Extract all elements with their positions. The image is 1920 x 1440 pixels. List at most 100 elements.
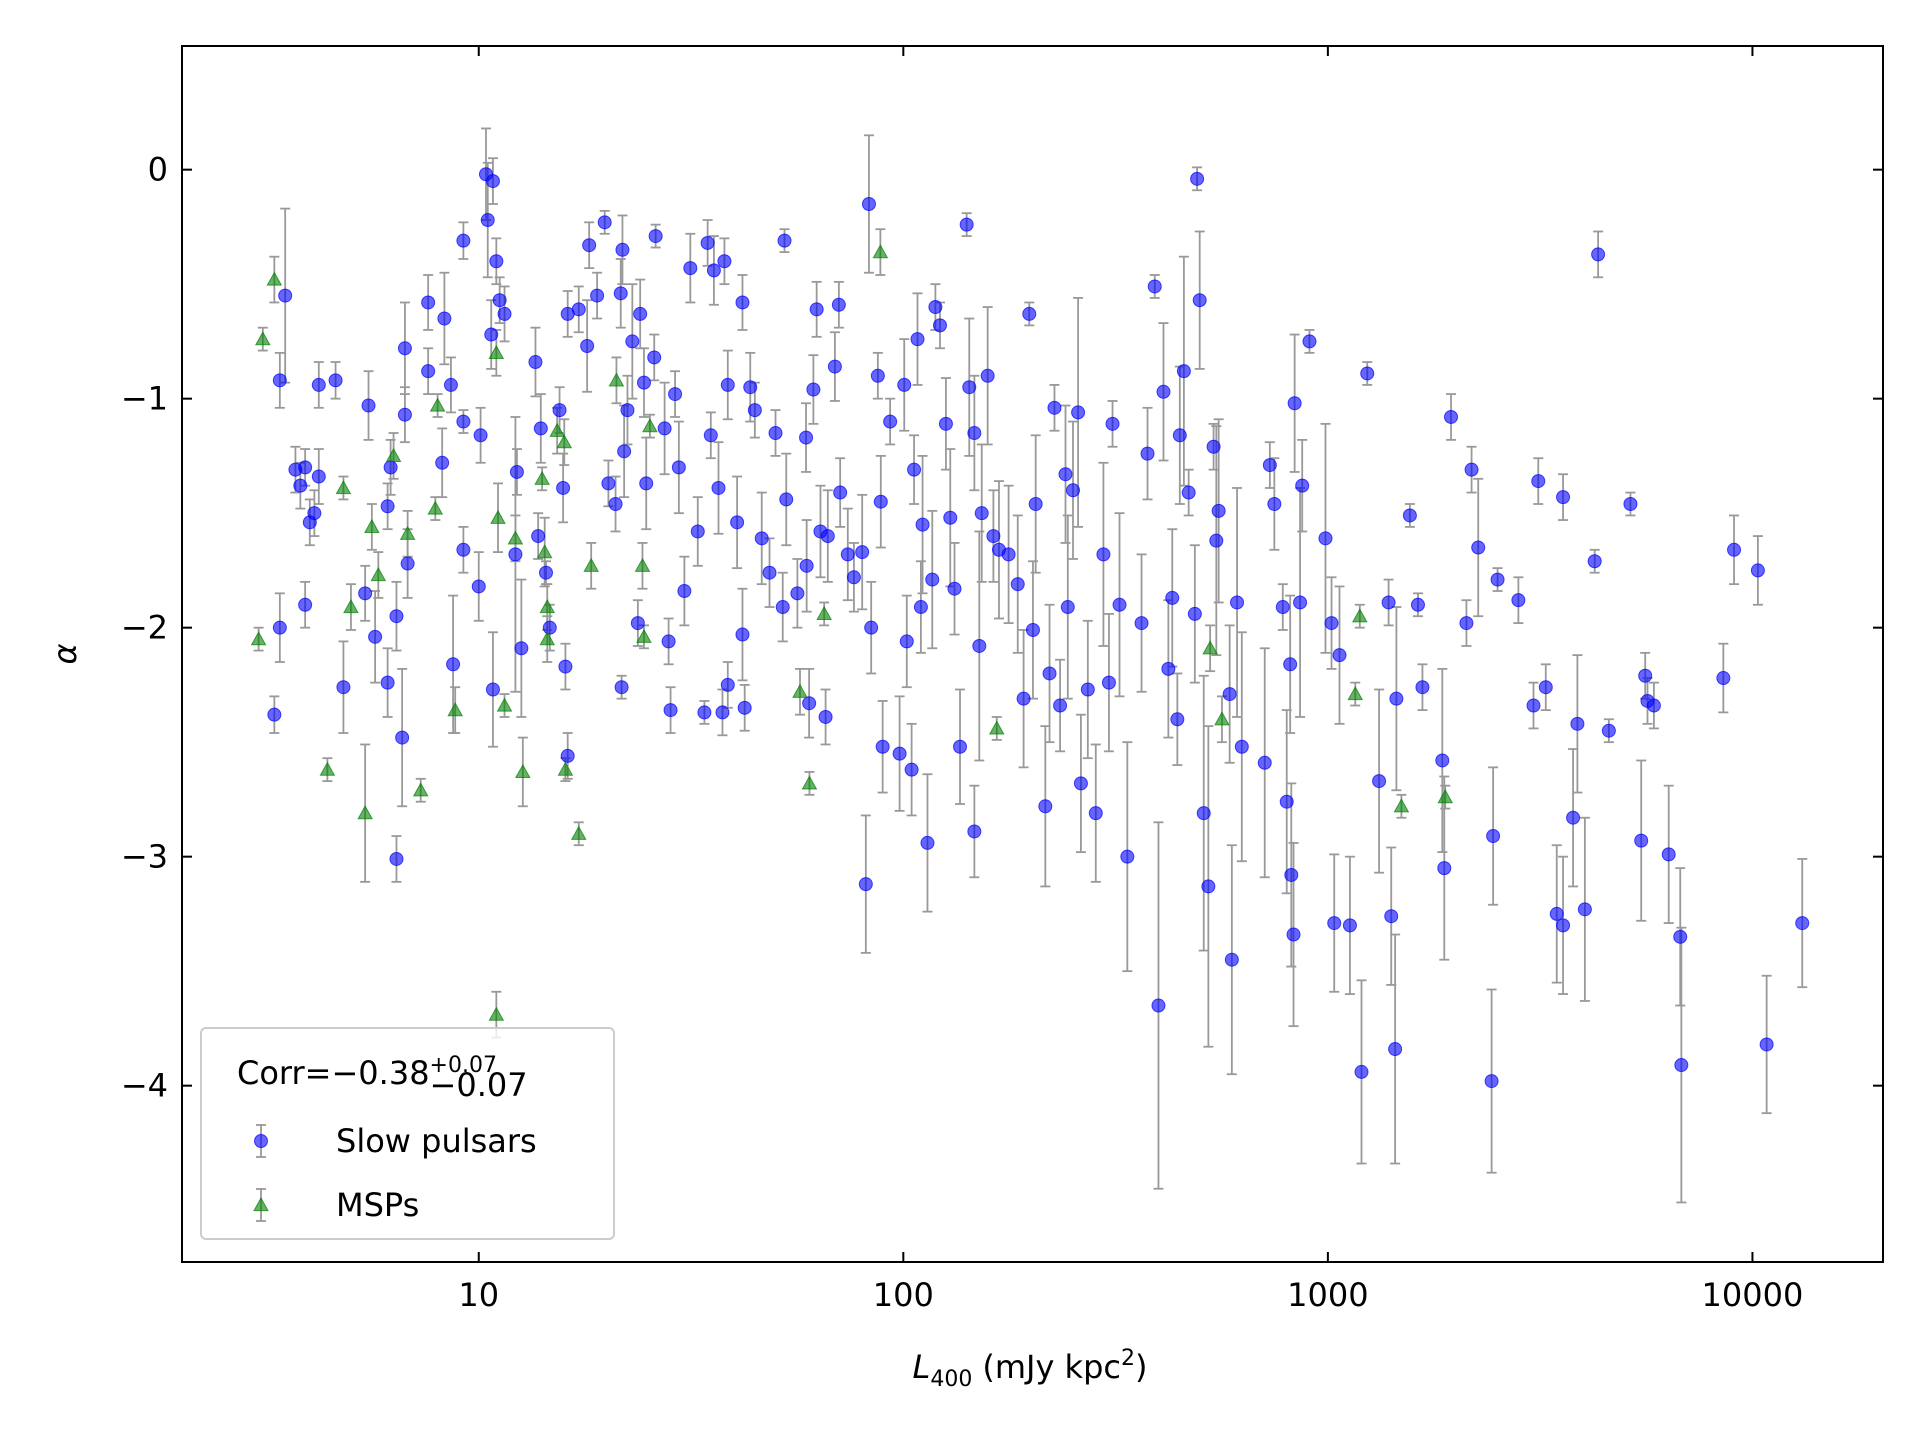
point (298, 460, 313, 475)
point (779, 492, 794, 507)
point (311, 469, 326, 484)
point (1147, 279, 1162, 294)
point (762, 565, 777, 580)
point (986, 529, 1001, 544)
point (818, 709, 833, 724)
point (620, 403, 635, 418)
point (1151, 998, 1166, 1013)
point (661, 634, 676, 649)
point (358, 586, 373, 601)
point (1531, 474, 1546, 489)
point (538, 565, 553, 580)
point (1025, 622, 1040, 637)
point (1295, 478, 1310, 493)
point (1444, 409, 1459, 424)
point (1022, 306, 1037, 321)
point (427, 500, 444, 515)
point (293, 478, 308, 493)
point (735, 627, 750, 642)
point (514, 641, 529, 656)
point (1795, 916, 1810, 931)
point (608, 372, 625, 387)
point (1318, 531, 1333, 546)
legend-label: MSPs (336, 1186, 419, 1224)
point (928, 300, 943, 315)
point (1538, 680, 1553, 695)
point (846, 570, 861, 585)
point (642, 418, 658, 433)
point (492, 293, 507, 308)
point (870, 368, 885, 383)
point (904, 762, 919, 777)
point (913, 600, 928, 615)
point (383, 460, 398, 475)
point (1566, 810, 1581, 825)
point (717, 254, 732, 269)
point (533, 421, 548, 436)
point (1471, 540, 1486, 555)
point (456, 233, 471, 248)
point (1267, 497, 1282, 512)
axes-frame (181, 45, 1884, 1263)
point (528, 355, 543, 370)
point (361, 398, 376, 413)
point (1324, 616, 1339, 631)
point (1372, 774, 1387, 789)
point (490, 509, 506, 524)
point (1042, 666, 1057, 681)
legend: Corr=−0.38+0.07−0.07 Slow pulsars MSPs (200, 1027, 615, 1240)
point (278, 288, 293, 303)
plot-area (250, 127, 1810, 1204)
point (363, 518, 380, 534)
point (580, 338, 595, 353)
markers (250, 244, 1454, 1021)
point (1354, 1064, 1369, 1079)
point (831, 297, 846, 312)
point (1038, 799, 1053, 814)
point (711, 480, 726, 495)
point (639, 476, 654, 491)
point (1302, 334, 1317, 349)
point (907, 462, 922, 477)
point (1389, 691, 1404, 706)
point (1202, 640, 1218, 655)
point (400, 556, 415, 571)
point (447, 702, 464, 717)
point (1047, 400, 1062, 415)
point (560, 748, 575, 763)
point (489, 254, 504, 269)
point (1001, 547, 1016, 562)
legend-label: Slow pulsars (336, 1122, 537, 1160)
point (250, 631, 267, 646)
point (630, 616, 645, 631)
point (1623, 497, 1638, 512)
point (1570, 716, 1585, 731)
point (1549, 906, 1564, 921)
point (480, 213, 495, 228)
point (899, 634, 914, 649)
point (597, 215, 612, 230)
point (1196, 806, 1211, 821)
point (855, 545, 870, 560)
point (1080, 682, 1095, 697)
point (799, 430, 814, 445)
point (412, 782, 429, 797)
point (1464, 462, 1479, 477)
point (1591, 247, 1606, 262)
point (328, 373, 343, 388)
y-tick-label: 0 (148, 151, 168, 189)
point (556, 480, 571, 495)
point (549, 422, 566, 437)
point (380, 499, 395, 514)
point (435, 455, 450, 470)
point (720, 377, 735, 392)
point (385, 447, 402, 463)
point (1105, 416, 1120, 431)
point (542, 620, 557, 635)
point (1332, 648, 1347, 663)
point (484, 327, 499, 342)
point (1165, 590, 1180, 605)
y-axis-label: α (46, 643, 84, 664)
point (456, 542, 471, 557)
legend-title-lower: −0.07 (430, 1066, 528, 1104)
